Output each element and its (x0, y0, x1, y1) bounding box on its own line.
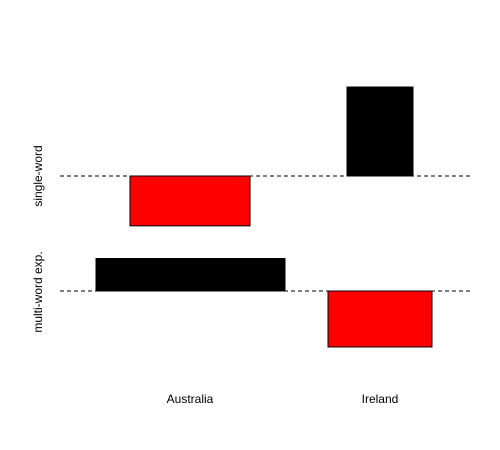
bar-multi-word-ireland (327, 290, 433, 348)
bar-single-word-ireland (346, 86, 414, 177)
bars (95, 86, 433, 348)
panel-label-multi-word: multi-word exp. (31, 251, 45, 332)
x-tick-label-ireland: Ireland (362, 392, 399, 406)
panel-labels: single-word multi-word exp. (31, 145, 45, 332)
x-tick-label-australia: Australia (167, 392, 214, 406)
panel-label-single-word: single-word (31, 145, 45, 206)
bar-multi-word-australia (95, 258, 286, 292)
x-tick-labels: Australia Ireland (167, 392, 399, 406)
bar-single-word-australia (129, 175, 251, 227)
